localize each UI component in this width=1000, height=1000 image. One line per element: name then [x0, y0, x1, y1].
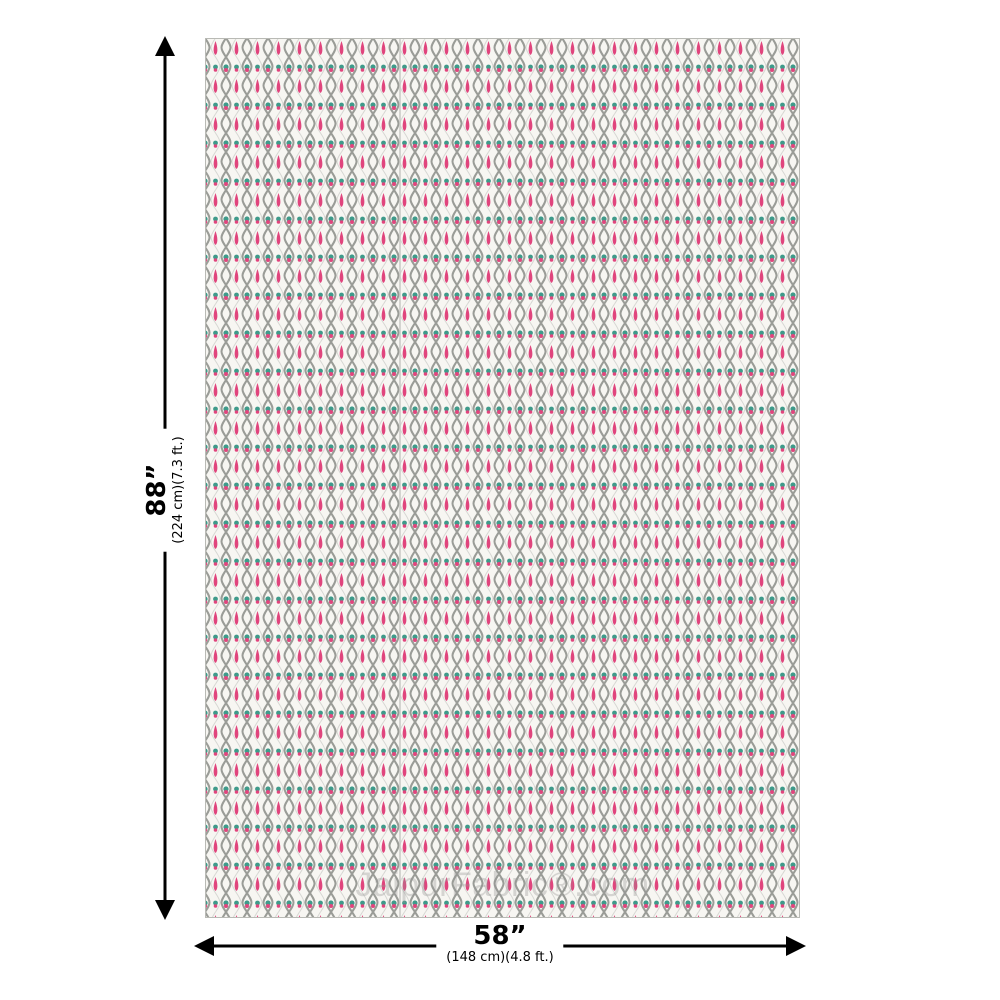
height-sub: (224 cm)(7.3 ft.)	[171, 436, 186, 544]
arrow-left-icon	[194, 936, 214, 956]
arrow-down-icon	[155, 900, 175, 920]
arrow-right-icon	[786, 936, 806, 956]
width-sub: (148 cm)(4.8 ft.)	[446, 949, 554, 965]
arrow-up-icon	[155, 36, 175, 56]
width-value: 58”	[473, 920, 527, 951]
watermark: JaipurFabric®.com	[355, 866, 650, 904]
fabric-print-image	[205, 38, 800, 918]
width-label: 58” (148 cm)(4.8 ft.)	[436, 920, 564, 966]
height-value: 88”	[142, 463, 172, 517]
height-label: 88” (224 cm)(7.3 ft.)	[142, 428, 187, 552]
